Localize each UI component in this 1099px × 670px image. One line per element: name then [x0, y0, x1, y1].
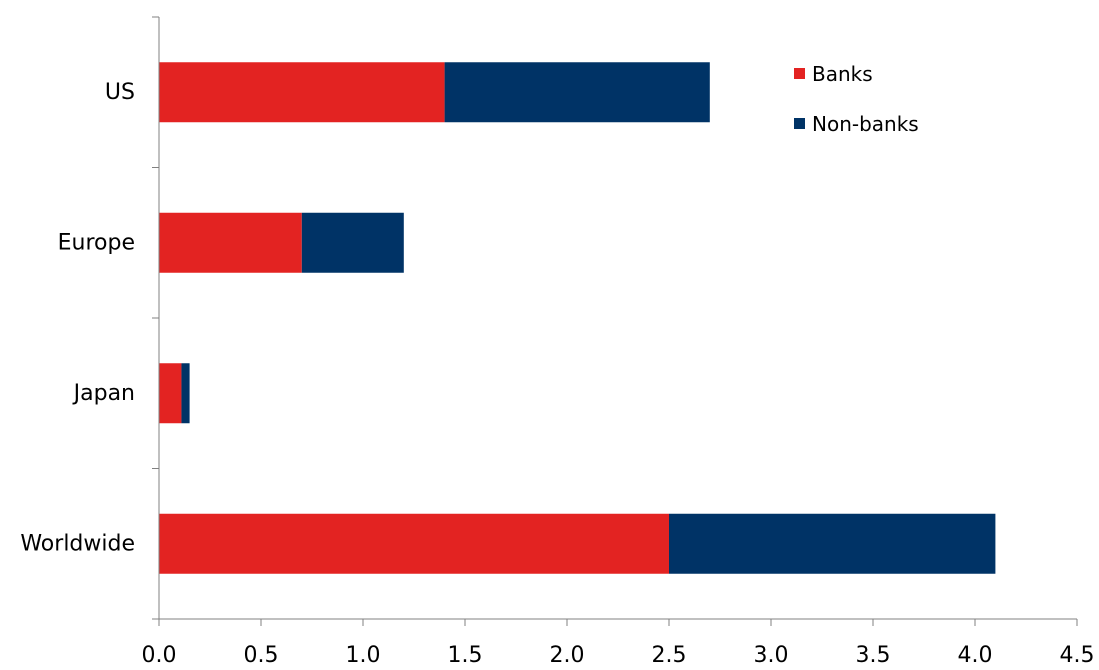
labels-layer: US Europe Japan Worldwide 0.0 0.5 1.0 1.5 2.0 2.5… [20, 80, 1094, 668]
y-tick-label: Worldwide [20, 531, 135, 556]
bar-japan-non-banks [181, 363, 190, 424]
bar-europe-non-banks [301, 212, 404, 273]
axes-layer [152, 16, 1078, 626]
x-tick-label: 1.0 [346, 643, 381, 668]
x-tick-label: 1.5 [448, 643, 483, 668]
x-tick-label: 3.0 [754, 643, 789, 668]
legend-label-banks: Banks [812, 62, 873, 86]
y-tick-label: Japan [72, 381, 135, 406]
y-tick-label: Europe [58, 230, 135, 255]
x-tick-label: 0.0 [142, 643, 177, 668]
bars-layer [159, 62, 996, 574]
x-tick-label: 0.5 [244, 643, 279, 668]
legend: Banks Non-banks [794, 62, 919, 136]
legend-label-non-banks: Non-banks [812, 112, 919, 136]
legend-swatch-banks [794, 68, 805, 79]
x-tick-label: 2.5 [652, 643, 687, 668]
x-tick-label: 4.0 [958, 643, 993, 668]
y-tick-label: US [105, 80, 135, 105]
bar-europe-banks [159, 212, 302, 273]
x-tick-label: 3.5 [856, 643, 891, 668]
bar-worldwide-non-banks [669, 513, 996, 574]
bar-us-banks [159, 62, 445, 123]
bar-us-non-banks [444, 62, 710, 123]
legend-swatch-non-banks [794, 118, 805, 129]
bar-worldwide-banks [159, 513, 669, 574]
x-tick-label: 4.5 [1060, 643, 1095, 668]
x-tick-label: 2.0 [550, 643, 585, 668]
bar-japan-banks [159, 363, 182, 424]
